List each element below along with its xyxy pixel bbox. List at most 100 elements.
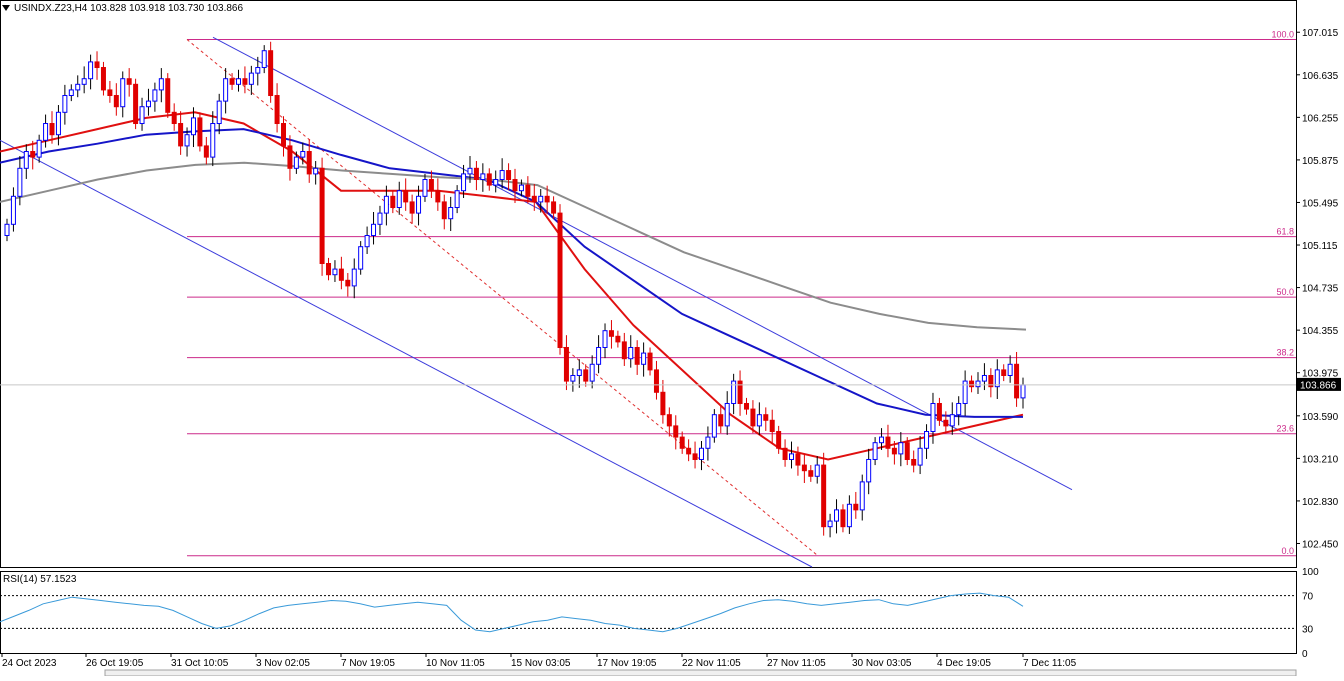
bull-candle bbox=[10, 195, 16, 225]
bear-candle bbox=[647, 352, 653, 371]
bear-candle bbox=[885, 436, 891, 449]
bull-candle bbox=[300, 151, 306, 158]
bull-candle bbox=[924, 430, 930, 449]
rsi-y-tick-label: 30 bbox=[1302, 624, 1314, 635]
bear-candle bbox=[808, 470, 814, 477]
bull-candle bbox=[293, 156, 299, 169]
bull-candle bbox=[210, 123, 216, 158]
bull-candle bbox=[467, 167, 473, 175]
bear-candle bbox=[583, 369, 589, 382]
bear-candle bbox=[409, 201, 415, 214]
bear-candle bbox=[473, 167, 479, 181]
bull-candle bbox=[641, 352, 647, 365]
symbol-header-text: USINDX.Z23,H4 103.828 103.918 103.730 10… bbox=[14, 3, 244, 14]
bear-candle bbox=[936, 402, 942, 421]
bull-candle bbox=[235, 78, 241, 85]
bear-candle bbox=[891, 447, 897, 455]
bull-candle bbox=[261, 50, 267, 69]
bull-candle bbox=[223, 78, 229, 102]
bear-candle bbox=[673, 425, 679, 438]
x-axis-label: 15 Nov 03:05 bbox=[511, 658, 571, 669]
bear-candle bbox=[769, 419, 775, 432]
bear-candle bbox=[319, 167, 325, 265]
bull-candle bbox=[879, 436, 885, 444]
bull-candle bbox=[377, 212, 383, 225]
bear-candle bbox=[512, 179, 518, 192]
horizontal-scrollbar[interactable] bbox=[104, 669, 1297, 677]
bull-candle bbox=[570, 374, 576, 382]
bear-candle bbox=[506, 170, 512, 181]
bear-candle bbox=[94, 61, 100, 69]
bear-candle bbox=[737, 380, 743, 404]
bull-candle bbox=[4, 223, 10, 237]
bear-candle bbox=[428, 179, 434, 192]
bear-candle bbox=[390, 195, 396, 209]
bull-candle bbox=[248, 72, 254, 85]
main-plot-frame bbox=[0, 0, 1297, 568]
bear-candle bbox=[133, 83, 139, 125]
rsi-y-tick-label: 100 bbox=[1302, 567, 1319, 578]
bear-candle bbox=[615, 335, 621, 343]
bull-candle bbox=[120, 78, 126, 108]
bull-candle bbox=[358, 246, 364, 270]
bull-candle bbox=[975, 380, 981, 388]
bull-candle bbox=[930, 402, 936, 432]
bull-candle bbox=[756, 414, 762, 427]
bull-candle bbox=[480, 173, 486, 181]
bear-candle bbox=[197, 117, 203, 147]
bull-candle bbox=[589, 363, 595, 382]
bull-candle bbox=[422, 179, 428, 197]
x-axis-label: 27 Nov 11:05 bbox=[767, 658, 826, 669]
bull-candle bbox=[364, 235, 370, 248]
bear-candle bbox=[660, 391, 666, 416]
bear-candle bbox=[840, 509, 846, 528]
bear-candle bbox=[229, 78, 235, 85]
bear-candle bbox=[281, 123, 287, 147]
bear-candle bbox=[171, 111, 177, 125]
bull-candle bbox=[949, 414, 955, 427]
x-axis-label: 30 Nov 03:05 bbox=[852, 658, 912, 669]
bear-candle bbox=[686, 447, 692, 455]
fib-level-label: 23.6 bbox=[1276, 424, 1294, 434]
bear-candle bbox=[287, 145, 293, 169]
bear-candle bbox=[113, 95, 119, 108]
bear-candle bbox=[345, 279, 351, 287]
bear-candle bbox=[126, 78, 132, 85]
bull-candle bbox=[994, 369, 1000, 388]
bear-candle bbox=[988, 374, 994, 388]
bear-candle bbox=[782, 447, 788, 460]
bull-candle bbox=[75, 83, 81, 91]
bull-candle bbox=[81, 78, 87, 85]
bull-candle bbox=[814, 464, 820, 477]
bull-candle bbox=[724, 402, 730, 427]
x-axis-label: 17 Nov 19:05 bbox=[597, 658, 657, 669]
bull-candle bbox=[628, 346, 634, 360]
bull-candle bbox=[396, 190, 402, 209]
fib-level-label: 61.8 bbox=[1276, 227, 1294, 237]
bull-candle bbox=[846, 503, 852, 528]
symbol-header: USINDX.Z23,H4 103.828 103.918 103.730 10… bbox=[2, 3, 243, 14]
fib-diagonal-line bbox=[186, 39, 819, 557]
bull-candle bbox=[184, 134, 190, 147]
bull-candle bbox=[332, 268, 338, 276]
bear-candle bbox=[49, 123, 55, 136]
current-price-label: 103.866 bbox=[1300, 380, 1337, 391]
bull-candle bbox=[454, 190, 460, 209]
bear-candle bbox=[30, 151, 36, 158]
bear-candle bbox=[679, 436, 685, 449]
bear-candle bbox=[776, 430, 782, 449]
bull-candle bbox=[711, 414, 717, 438]
rsi-plot-frame bbox=[0, 571, 1297, 654]
dropdown-triangle-icon[interactable] bbox=[2, 5, 10, 12]
bear-candle bbox=[943, 419, 949, 427]
bull-candle bbox=[313, 167, 319, 175]
y-axis-tick-label: 106.635 bbox=[1302, 71, 1339, 82]
y-axis-tick-label: 105.495 bbox=[1302, 198, 1339, 209]
x-axis-label: 3 Nov 02:05 bbox=[256, 658, 310, 669]
bull-candle bbox=[88, 61, 94, 80]
bull-candle bbox=[62, 95, 68, 113]
bear-candle bbox=[100, 67, 106, 91]
bear-candle bbox=[801, 464, 807, 472]
y-axis-tick-label: 105.115 bbox=[1302, 241, 1338, 252]
